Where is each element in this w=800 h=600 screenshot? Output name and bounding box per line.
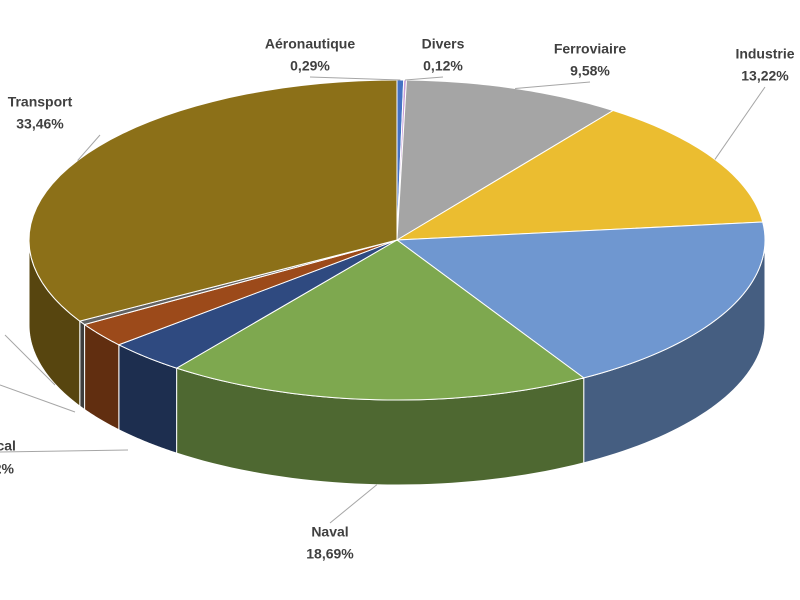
data-label-value: 0,12%	[423, 58, 463, 74]
slice	[83, 239, 398, 346]
data-label-name: Industrie	[735, 46, 794, 62]
leader-line	[515, 81, 591, 89]
slice	[175, 239, 585, 401]
leader-line	[405, 76, 444, 81]
leader-line	[0, 449, 129, 453]
slice	[78, 239, 398, 326]
leader-line	[77, 134, 101, 161]
data-label-name: Aéronautique	[265, 36, 355, 52]
annotation: dical	[0, 438, 16, 454]
data-label-value: 13,22%	[741, 68, 789, 84]
leader-line	[329, 484, 378, 524]
data-label-name: Ferroviaire	[554, 41, 627, 57]
data-label-name: Naval	[311, 524, 348, 540]
data-label-value: 33,46%	[16, 116, 64, 132]
leader-line	[0, 384, 76, 413]
leader-line	[714, 86, 766, 160]
data-label-name: Transport	[8, 94, 73, 110]
slice-side	[79, 320, 86, 411]
slice	[117, 239, 398, 369]
data-label-value: 9,58%	[570, 63, 610, 79]
data-label-value: 18,69%	[306, 546, 354, 562]
data-label-value: 0,29%	[290, 58, 330, 74]
leader-line	[4, 334, 56, 386]
annotation: 42%	[0, 461, 15, 477]
slice	[396, 79, 615, 241]
slice	[395, 221, 766, 379]
data-label-name: Divers	[422, 36, 465, 52]
leader-line	[309, 76, 401, 81]
